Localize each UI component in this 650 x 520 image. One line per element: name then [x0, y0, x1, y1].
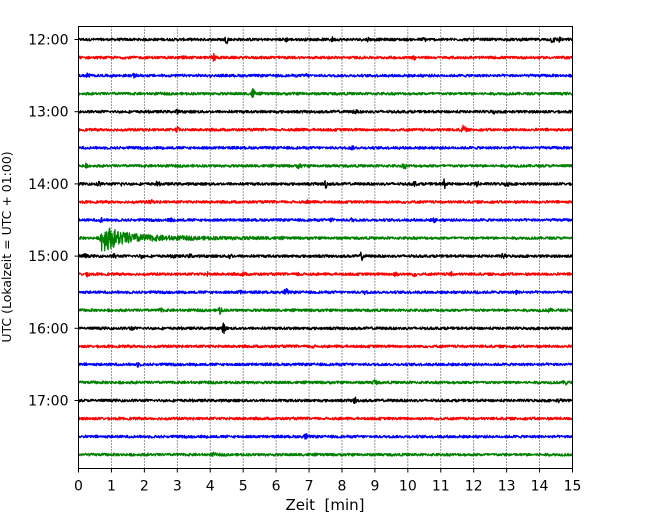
trace-1430 — [77, 217, 574, 224]
x-tick-label: 1 — [107, 479, 116, 495]
x-tick-label: 3 — [173, 479, 182, 495]
x-tick-label: 11 — [432, 479, 450, 495]
x-tick-label: 10 — [399, 479, 417, 495]
trace-1730 — [77, 432, 573, 440]
x-tick-label: 9 — [370, 479, 379, 495]
trace-1445 — [77, 227, 574, 252]
y-tick-label: 14:00 — [28, 177, 68, 193]
trace-1200 — [77, 36, 574, 45]
trace-1715 — [77, 416, 573, 421]
y-tick-label: 15:00 — [28, 249, 68, 265]
x-tick-label: 4 — [206, 479, 215, 495]
y-tick-label: 16:00 — [28, 321, 68, 337]
x-tick-label: 14 — [531, 479, 549, 495]
x-axis-ticks: 0 1 2 3 4 5 6 7 8 9 10 11 12 13 14 15 — [74, 468, 582, 495]
trace-1315 — [78, 124, 573, 133]
trace-1515 — [78, 271, 573, 278]
trace-1700 — [77, 396, 573, 405]
trace-1615 — [77, 344, 574, 349]
trace-1215 — [78, 52, 574, 62]
x-tick-label: 2 — [140, 479, 149, 495]
x-tick-label: 15 — [564, 479, 582, 495]
trace-1330 — [77, 145, 573, 151]
x-tick-label: 13 — [498, 479, 516, 495]
y-tick-label: 12:00 — [28, 33, 68, 49]
trace-1500 — [77, 251, 574, 262]
y-axis-label: UTC (Lokalzeit = UTC + 01:00) — [0, 151, 14, 342]
trace-1400 — [78, 178, 574, 190]
x-tick-label: 0 — [74, 479, 83, 495]
x-tick-label: 6 — [272, 479, 281, 495]
y-axis-ticks: 12:00 13:00 14:00 15:00 16:00 17:00 — [28, 33, 79, 410]
trace-1345 — [77, 162, 573, 170]
x-tick-label: 12 — [465, 479, 483, 495]
seismic-traces — [77, 36, 574, 458]
trace-1230 — [77, 72, 573, 79]
x-tick-label: 7 — [305, 479, 314, 495]
trace-1415 — [77, 198, 574, 205]
trace-1545 — [77, 306, 574, 316]
trace-1645 — [77, 379, 574, 386]
x-tick-label: 8 — [338, 479, 347, 495]
trace-1300 — [77, 108, 573, 116]
trace-1745 — [77, 451, 574, 458]
trace-1245 — [77, 88, 573, 99]
x-axis-label: Zeit [min] — [285, 496, 364, 514]
x-tick-label: 5 — [239, 479, 248, 495]
trace-1530 — [77, 288, 573, 296]
trace-1600 — [78, 322, 573, 335]
y-tick-label: 17:00 — [28, 394, 68, 410]
trace-1630 — [77, 361, 574, 368]
plot-frame — [78, 26, 573, 469]
y-tick-label: 13:00 — [28, 105, 68, 121]
